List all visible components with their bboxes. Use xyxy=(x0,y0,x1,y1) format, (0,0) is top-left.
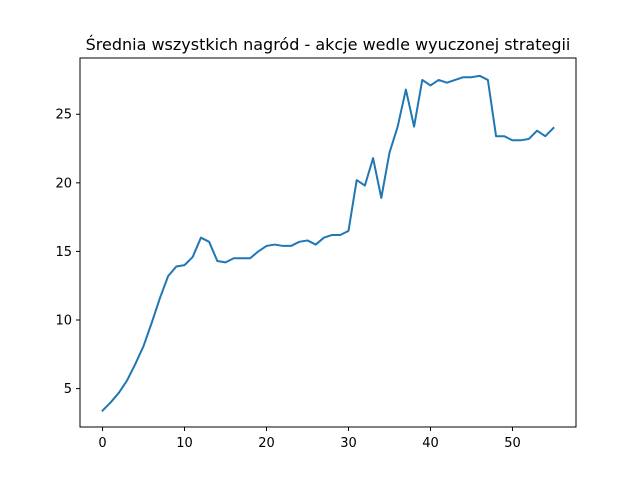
series-line xyxy=(101,74,555,412)
x-tick-label: 30 xyxy=(340,436,357,451)
plot-frame xyxy=(79,57,577,428)
x-tick-label: 40 xyxy=(422,436,439,451)
plot-area xyxy=(101,74,555,412)
y-tick-label: 20 xyxy=(55,176,72,191)
y-tick-label: 25 xyxy=(55,108,72,123)
x-tick-label: 10 xyxy=(176,436,193,451)
chart-title: Średnia wszystkich nagród - akcje wedle … xyxy=(86,35,571,54)
y-tick-label: 10 xyxy=(55,314,72,329)
x-tick-label: 50 xyxy=(504,436,521,451)
y-tick-label: 5 xyxy=(64,382,72,397)
x-tick-label: 20 xyxy=(258,436,275,451)
y-tick-label: 15 xyxy=(55,245,72,260)
y-axis: 5 10 15 20 25 xyxy=(55,108,80,397)
x-axis: 0 10 20 30 40 50 xyxy=(98,427,521,451)
x-tick-label: 0 xyxy=(98,436,106,451)
